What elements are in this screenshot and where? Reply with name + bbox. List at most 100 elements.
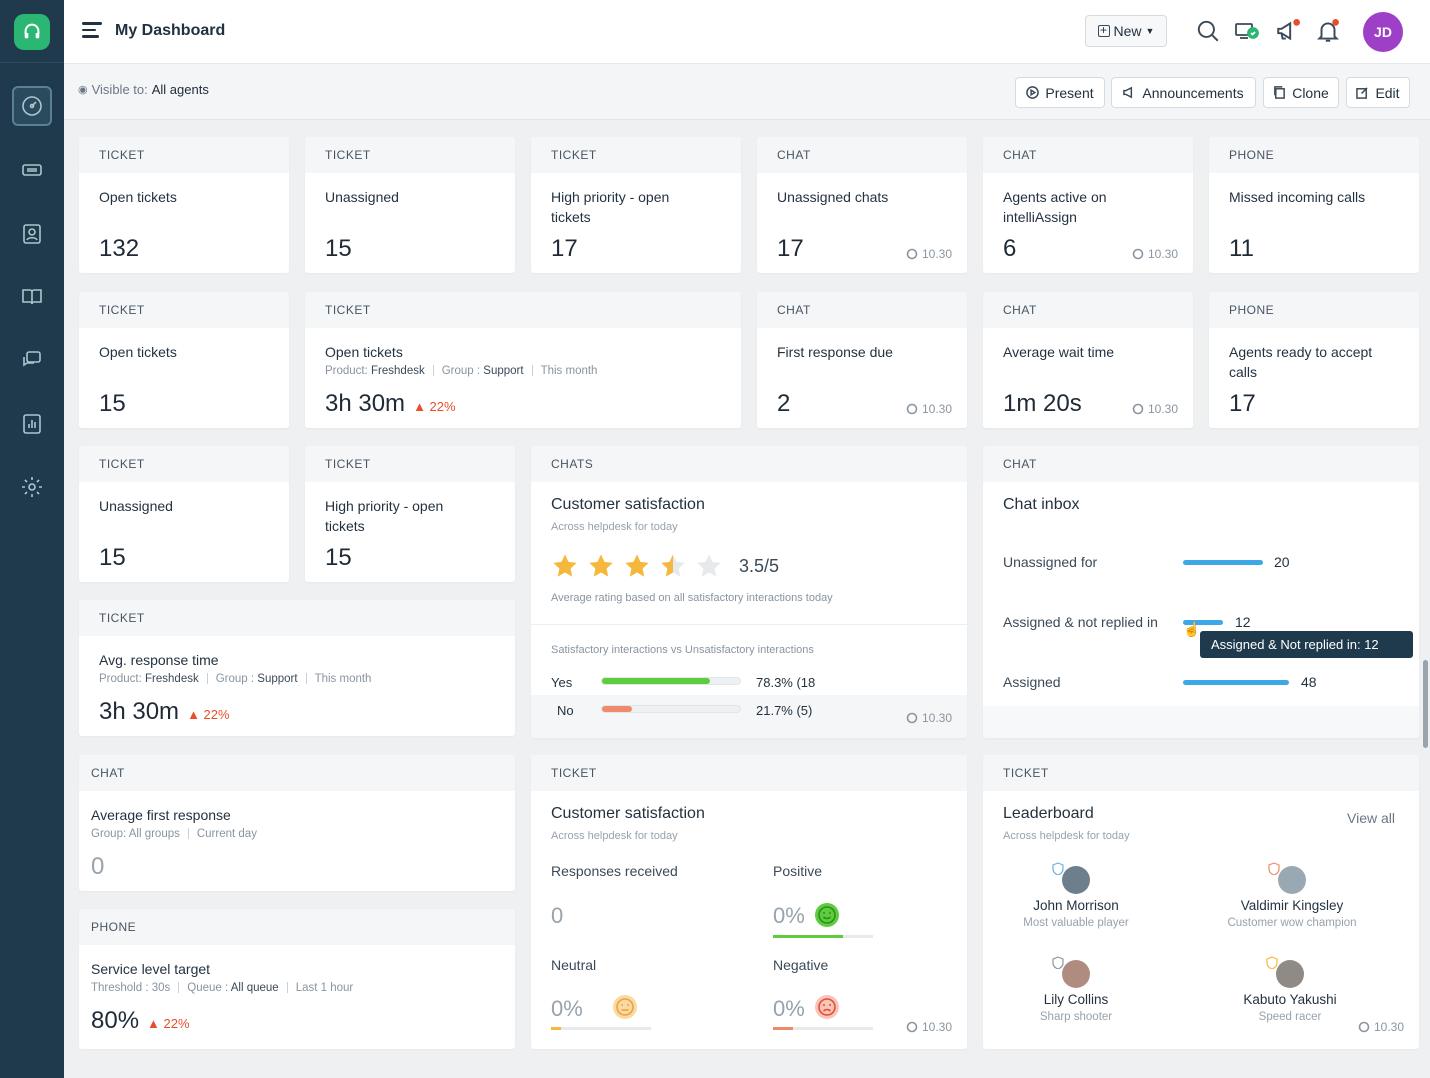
- inbox-row-label: Assigned: [1003, 674, 1061, 690]
- card-title: Customer satisfaction: [551, 805, 705, 822]
- refresh-icon: [1132, 403, 1144, 415]
- card-subtitle: Across helpdesk for today: [551, 521, 678, 533]
- meta-product-label: Product:: [99, 673, 142, 685]
- card-title: High priority - open tickets: [551, 189, 670, 225]
- person-role: Customer wow champion: [1227, 917, 1357, 929]
- menu-icon[interactable]: [82, 22, 102, 42]
- headset-logo-icon[interactable]: [14, 14, 50, 50]
- play-icon: [1026, 86, 1040, 99]
- meta-queue-label: Queue :: [187, 982, 229, 994]
- card-type: PHONE: [79, 909, 515, 945]
- announcements-button[interactable]: Announcements: [1111, 77, 1256, 108]
- avatar: [1268, 862, 1306, 894]
- leaderboard-person[interactable]: John Morrison Most valuable player: [986, 862, 1166, 929]
- card-open-tickets-time[interactable]: TICKET Open tickets Product: Freshdesk Gr…: [305, 292, 741, 428]
- edit-button[interactable]: Edit: [1346, 77, 1410, 108]
- stamp-text: 10.30: [1148, 247, 1179, 261]
- card-value: 11: [1229, 235, 1254, 262]
- card-avg-response-time[interactable]: TICKET Avg. response time Product: Fresh…: [79, 600, 515, 736]
- speed-badge-icon: [1266, 956, 1278, 970]
- meta-group: Support: [483, 365, 524, 377]
- card-value: 15: [99, 390, 126, 417]
- cursor-hand-icon: ☝: [1183, 621, 1201, 637]
- book-icon[interactable]: [12, 277, 52, 317]
- present-button[interactable]: Present: [1015, 77, 1105, 108]
- card-average-wait-time[interactable]: CHAT Average wait time 1m 20s 10.30: [983, 292, 1193, 428]
- inbox-row-bar[interactable]: [1183, 620, 1223, 625]
- person-name: Lily Collins: [1043, 992, 1109, 1007]
- refresh-stamp: 10.30: [906, 402, 952, 416]
- dashboard-icon[interactable]: [12, 86, 52, 126]
- search-icon[interactable]: [1195, 18, 1221, 44]
- user-avatar[interactable]: JD: [1363, 12, 1403, 52]
- card-title: Chat inbox: [1003, 496, 1080, 513]
- leaderboard-person[interactable]: Kabuto Yakushi Speed racer: [1200, 956, 1380, 1023]
- negative-bar-fill: [773, 1027, 793, 1030]
- person-name: Valdimir Kingsley: [1240, 898, 1344, 913]
- leaderboard-person[interactable]: Valdimir Kingsley Customer wow champion: [1202, 862, 1382, 929]
- card-type: TICKET: [79, 137, 289, 173]
- refresh-icon: [906, 403, 918, 415]
- card-title: Missed incoming calls: [1229, 189, 1366, 205]
- card-type: TICKET: [305, 292, 741, 328]
- reports-icon[interactable]: [12, 404, 52, 444]
- card-title: Service level target: [91, 961, 211, 977]
- stamp-text: 10.30: [922, 247, 953, 261]
- inbox-row-value: 20: [1274, 554, 1290, 570]
- bar-tooltip: Assigned & Not replied in: 12: [1200, 631, 1413, 658]
- rating-text: 3.5/5: [739, 555, 780, 576]
- card-unassigned-2[interactable]: TICKET Unassigned 15: [79, 446, 289, 582]
- gear-icon[interactable]: [12, 467, 52, 507]
- negative-label: Negative: [773, 957, 829, 973]
- card-value: 3h 30m: [99, 698, 180, 725]
- avatar: [1052, 862, 1090, 894]
- delta-value: 22%: [429, 399, 456, 414]
- card-average-first-response[interactable]: CHAT Average first response Group: All g…: [79, 755, 515, 891]
- card-unassigned-chats[interactable]: CHAT Unassigned chats 17 10.30: [757, 137, 967, 273]
- card-agents-ready[interactable]: PHONE Agents ready to accept calls 17: [1209, 292, 1419, 428]
- card-open-tickets[interactable]: TICKET Open tickets 132: [79, 137, 289, 273]
- refresh-stamp: 10.30: [1358, 1020, 1404, 1034]
- contacts-icon[interactable]: [12, 214, 52, 254]
- negative-value: 0%: [773, 996, 805, 1021]
- clone-button[interactable]: Clone: [1263, 77, 1339, 108]
- card-unassigned[interactable]: TICKET Unassigned 15: [305, 137, 515, 273]
- card-meta: Product: Freshdesk Group : Support This mo…: [325, 365, 597, 377]
- stamp-text: 10.30: [922, 1020, 953, 1034]
- card-value-row: 3h 30m ▲ 22%: [99, 698, 230, 726]
- new-button[interactable]: + New ▼: [1085, 15, 1167, 47]
- card-agents-active[interactable]: CHAT Agents active on intelliAssign 6 10…: [983, 137, 1193, 273]
- meta-product: Freshdesk: [371, 365, 425, 377]
- target-badge-icon: [1052, 956, 1064, 970]
- happy-face-icon: [815, 903, 839, 927]
- compare-label: Satisfactory interactions vs Unsatisfact…: [551, 644, 814, 656]
- card-value: 1m 20s: [1003, 390, 1082, 417]
- card-type: CHAT: [757, 292, 967, 328]
- yes-bar-fill: [602, 678, 711, 684]
- view-all-link[interactable]: View all: [1347, 810, 1395, 826]
- card-leaderboard[interactable]: TICKET Leaderboard View all Across helpd…: [983, 755, 1419, 1049]
- card-value: 80%: [91, 1007, 140, 1034]
- leaderboard-person[interactable]: Lily Collins Sharp shooter: [986, 956, 1166, 1023]
- meta-period: This month: [314, 673, 372, 685]
- card-chat-inbox[interactable]: CHAT Chat inbox Unassigned for 20 Assign…: [983, 446, 1419, 738]
- bell-icon[interactable]: [1315, 18, 1341, 44]
- refresh-icon: [1358, 1021, 1370, 1033]
- ticket-icon[interactable]: [12, 150, 52, 190]
- card-first-response-due[interactable]: CHAT First response due 2 10.30: [757, 292, 967, 428]
- page-scrollbar[interactable]: [1423, 660, 1428, 748]
- card-service-level-target[interactable]: PHONE Service level target Threshold : 3…: [79, 909, 515, 1049]
- chat-icon[interactable]: [12, 340, 52, 380]
- sidebar-divider: [0, 62, 64, 63]
- card-high-priority[interactable]: TICKET High priority - open tickets 17: [531, 137, 741, 273]
- refresh-icon: [906, 712, 918, 724]
- megaphone-icon[interactable]: [1275, 18, 1301, 44]
- agent-status-icon[interactable]: [1234, 18, 1260, 44]
- card-missed-calls[interactable]: PHONE Missed incoming calls 11: [1209, 137, 1419, 273]
- card-high-priority-2[interactable]: TICKET High priority - open tickets 15: [305, 446, 515, 582]
- card-open-tickets-2[interactable]: TICKET Open tickets 15: [79, 292, 289, 428]
- neutral-value: 0%: [551, 996, 583, 1021]
- card-chat-csat[interactable]: CHATS Customer satisfaction Across helpd…: [531, 446, 967, 738]
- meta-product: Freshdesk: [145, 673, 199, 685]
- card-ticket-csat[interactable]: TICKET Customer satisfaction Across help…: [531, 755, 967, 1049]
